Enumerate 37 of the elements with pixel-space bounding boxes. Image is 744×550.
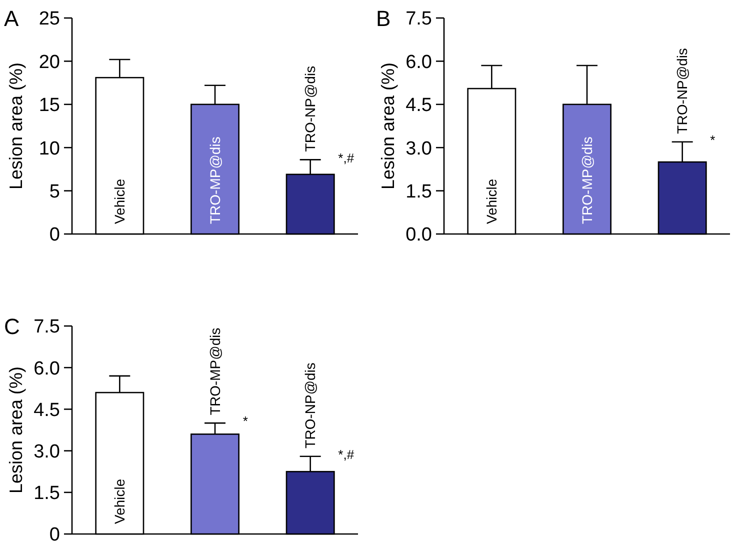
- y-axis-title: Lesion area (%): [6, 366, 26, 494]
- y-tick-label: 3.0: [406, 138, 432, 160]
- y-tick-label: 3.0: [34, 441, 60, 462]
- x-tick-label: TRO-MP@dis: [578, 136, 595, 224]
- y-tick-label: 7.5: [406, 8, 432, 30]
- x-tick-label: TRO-NP@dis: [302, 66, 318, 152]
- x-tick-label: TRO-NP@dis: [302, 362, 318, 448]
- y-tick-label: 20: [38, 52, 60, 73]
- x-tick-label: Vehicle: [484, 178, 500, 224]
- y-tick-label: 4.5: [34, 400, 60, 421]
- y-tick-label: 6.0: [406, 52, 432, 73]
- y-tick-label: 10: [38, 138, 60, 160]
- annotation: *,#: [338, 446, 355, 462]
- y-tick-label: 1.5: [34, 483, 60, 504]
- y-tick-label: 7.5: [34, 316, 60, 338]
- chart-title: C: [4, 314, 20, 339]
- x-tick-label: TRO-MP@dis: [206, 328, 223, 416]
- y-tick-label: 25: [38, 8, 60, 30]
- y-tick-label: 0: [49, 524, 60, 546]
- chart-title: B: [376, 6, 391, 31]
- y-tick-label: 0: [49, 224, 60, 246]
- y-tick-label: 1.5: [406, 181, 432, 202]
- annotation: *: [710, 132, 716, 148]
- annotation: *: [242, 414, 248, 429]
- y-tick-label: 15: [38, 95, 60, 116]
- y-tick-label: 6.0: [34, 358, 60, 380]
- x-tick-label: TRO-NP@dis: [674, 48, 690, 134]
- y-tick-label: 4.5: [406, 95, 432, 116]
- x-tick-label: Vehicle: [112, 178, 128, 224]
- x-tick-label: Vehicle: [112, 478, 128, 524]
- y-tick-label: 5: [49, 181, 60, 202]
- y-axis-title: Lesion area (%): [6, 62, 26, 190]
- annotation: *,#: [338, 150, 355, 166]
- chart-title: A: [4, 6, 19, 31]
- y-tick-label: 0.0: [406, 224, 432, 246]
- y-axis-title: Lesion area (%): [378, 62, 398, 190]
- x-tick-label: TRO-MP@dis: [206, 136, 223, 224]
